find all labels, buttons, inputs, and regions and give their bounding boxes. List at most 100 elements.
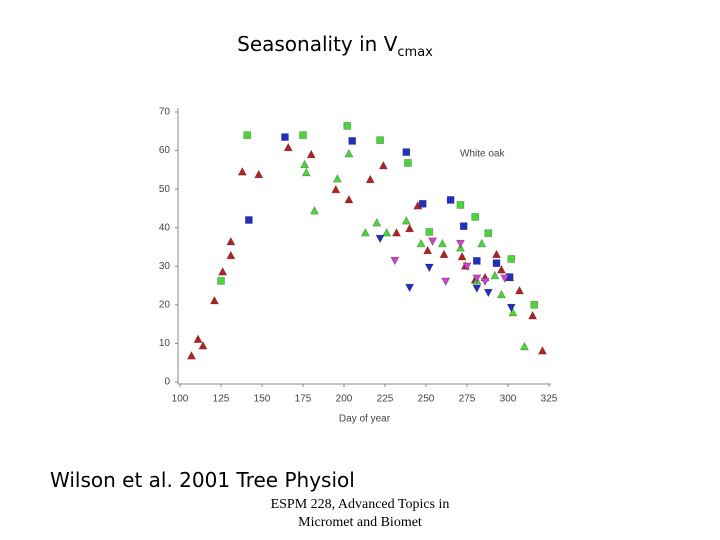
point [496,265,506,274]
point [425,228,434,236]
annotation: White oak [460,149,505,160]
title-text: Seasonality in V [237,32,398,56]
point [507,255,516,263]
point [484,229,493,237]
x-tick-label: 200 [336,394,353,405]
slide-title: Seasonality in Vcmax [237,32,433,60]
point [457,251,467,261]
point [428,237,438,246]
x-tick-label: 100 [172,394,189,405]
point [514,285,524,295]
x-tick-label: 275 [459,394,476,405]
point [365,174,375,184]
point [472,274,482,283]
point [477,238,487,248]
point [209,295,219,305]
point [459,222,468,230]
point [382,227,392,237]
point [404,159,412,167]
citation: Wilson et al. 2001 Tree Physiol [50,468,355,492]
y-tick-label: 30 [159,261,171,272]
point [446,196,455,204]
point [424,263,434,273]
point [300,159,310,169]
point [405,223,415,233]
point [309,205,319,215]
point [254,169,264,179]
point [390,256,400,266]
x-axis-label: Day of year [339,414,391,425]
point [331,184,341,194]
point [332,173,342,183]
point [416,238,426,248]
point [500,274,510,283]
footer-line: ESPM 228, Advanced Topics in [271,497,450,512]
point [437,238,447,248]
y-tick-label: 60 [159,145,171,156]
point [455,239,465,249]
point [537,346,547,355]
y-tick-label: 20 [159,299,171,310]
point [226,236,236,246]
point [198,340,208,350]
point [218,266,228,276]
point [418,200,427,208]
point [472,284,482,294]
point [301,167,311,177]
point [372,217,382,227]
point [402,148,411,156]
point [506,303,516,313]
point [519,341,529,351]
point [473,257,481,265]
point [530,301,539,309]
x-tick-label: 125 [213,394,230,405]
point [283,142,293,152]
point [226,250,236,260]
point [344,148,354,158]
point [237,167,247,176]
point [508,307,518,317]
x-tick-label: 300 [500,394,517,405]
point [299,131,307,139]
point [376,136,384,144]
point [496,289,506,299]
x-tick-label: 150 [254,394,271,405]
point [186,351,196,360]
point [441,277,451,287]
x-tick-label: 325 [541,394,558,405]
point [439,249,449,259]
point [391,227,401,237]
point [480,277,490,287]
point [490,270,500,280]
point [360,227,370,237]
point [375,234,385,244]
point [344,194,354,204]
point [306,149,316,159]
y-tick-label: 70 [159,107,171,118]
point [462,262,472,272]
x-tick-label: 175 [295,394,312,405]
point [343,122,352,130]
point [483,288,493,298]
y-tick-label: 40 [159,222,171,233]
y-tick-label: 50 [159,184,171,195]
point [245,216,253,224]
point [471,213,480,221]
point [348,137,357,145]
point [378,160,388,170]
point [281,133,289,141]
x-tick-label: 250 [418,394,435,405]
point [217,277,225,285]
point [492,259,501,268]
title-subscript: cmax [397,45,433,60]
footer-line: Micromet and Biomet [298,515,422,530]
point [405,283,415,293]
point [401,216,411,225]
x-tick-label: 225 [377,394,394,405]
point [528,310,538,320]
point [492,249,502,259]
point [456,201,465,209]
point [193,334,203,343]
